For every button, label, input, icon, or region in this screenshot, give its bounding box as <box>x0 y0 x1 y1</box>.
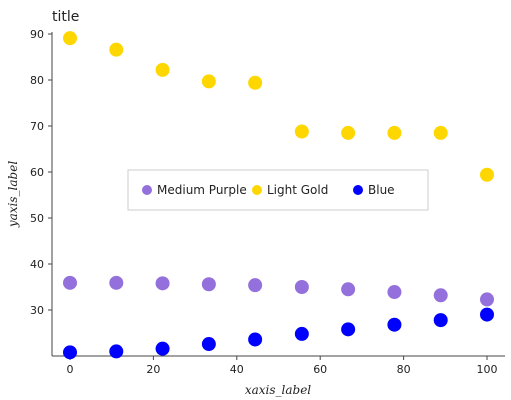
point-light-gold <box>433 125 448 140</box>
point-light-gold <box>201 74 216 89</box>
legend-marker-blue <box>353 185 363 195</box>
point-light-gold <box>480 167 494 182</box>
point-blue <box>480 307 494 322</box>
point-medium-purple <box>341 282 356 297</box>
y-axis-label: yaxis_label <box>6 161 20 228</box>
series-light-gold <box>63 31 494 182</box>
point-light-gold <box>248 75 263 90</box>
legend-label-light-gold: Light Gold <box>267 183 328 197</box>
point-medium-purple <box>480 292 494 307</box>
point-medium-purple <box>387 285 402 300</box>
point-medium-purple <box>63 275 77 290</box>
x-axis-ticks: 0 20 40 60 80 100 <box>67 356 498 376</box>
y-tick-label: 70 <box>30 120 44 133</box>
point-blue <box>63 345 77 360</box>
x-tick-label: 20 <box>146 363 160 376</box>
point-blue <box>201 337 216 352</box>
x-tick-label: 100 <box>477 363 498 376</box>
x-tick-label: 40 <box>230 363 244 376</box>
x-tick-label: 0 <box>67 363 74 376</box>
x-tick-label: 80 <box>397 363 411 376</box>
y-tick-label: 80 <box>30 74 44 87</box>
point-blue <box>341 322 356 337</box>
point-light-gold <box>294 124 309 139</box>
point-light-gold <box>155 62 170 77</box>
point-blue <box>248 332 263 347</box>
point-light-gold <box>63 31 77 46</box>
y-tick-label: 40 <box>30 258 44 271</box>
chart-title: title <box>52 9 79 25</box>
legend-marker-medium-purple <box>142 185 152 195</box>
legend-label-medium-purple: Medium Purple <box>157 183 247 197</box>
y-tick-label: 30 <box>30 304 44 317</box>
series-blue <box>63 307 494 360</box>
point-medium-purple <box>155 276 170 291</box>
point-medium-purple <box>294 280 309 294</box>
y-tick-label: 50 <box>30 212 44 225</box>
point-light-gold <box>341 125 356 140</box>
point-medium-purple <box>201 277 216 292</box>
x-tick-label: 60 <box>313 363 327 376</box>
legend-box <box>127 169 429 211</box>
data-points <box>63 31 494 360</box>
y-axis-ticks: 30 40 50 60 70 80 90 <box>30 28 52 317</box>
point-blue <box>294 326 309 341</box>
point-medium-purple <box>109 275 124 290</box>
point-blue <box>387 317 402 332</box>
point-light-gold <box>109 42 124 57</box>
point-light-gold <box>387 125 402 140</box>
legend: Medium Purple Light Gold Blue <box>127 169 429 211</box>
point-blue <box>433 313 448 328</box>
y-tick-label: 60 <box>30 166 44 179</box>
point-medium-purple <box>248 278 263 293</box>
x-axis-label: xaxis_label <box>245 383 311 397</box>
point-medium-purple <box>433 288 448 303</box>
legend-marker-light-gold <box>252 185 262 195</box>
point-blue <box>109 344 124 359</box>
point-blue <box>155 341 170 356</box>
series-medium-purple <box>63 275 494 307</box>
y-tick-label: 90 <box>30 28 44 41</box>
legend-label-blue: Blue <box>368 183 395 197</box>
